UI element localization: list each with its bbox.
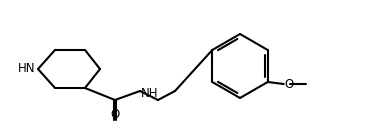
Text: NH: NH: [141, 87, 159, 100]
Text: O: O: [285, 78, 294, 91]
Text: HN: HN: [18, 63, 35, 75]
Text: O: O: [110, 108, 120, 121]
